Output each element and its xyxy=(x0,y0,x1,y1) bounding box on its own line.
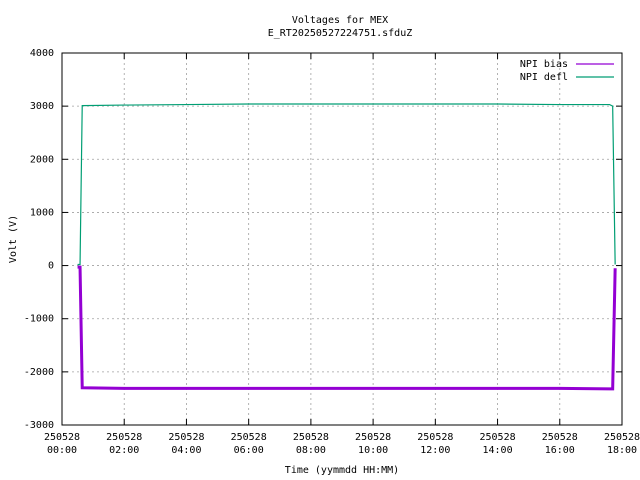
x-axis-label: Time (yymmdd HH:MM) xyxy=(285,465,399,476)
y-tick-label: 1000 xyxy=(30,207,54,218)
x-tick-label-line: 250528 xyxy=(542,432,578,443)
x-tick-label-line: 08:00 xyxy=(296,445,326,456)
x-tick-label-line: 16:00 xyxy=(545,445,575,456)
x-tick-label: 250528 18:00 xyxy=(604,432,640,456)
x-tick-label-line: 250528 xyxy=(44,432,80,443)
y-tick-label: 2000 xyxy=(30,154,54,165)
x-tick-label: 250528 10:00 xyxy=(355,432,391,456)
x-tick-label: 250528 16:00 xyxy=(542,432,578,456)
x-tick-label-line: 10:00 xyxy=(358,445,388,456)
x-tick-label: 250528 04:00 xyxy=(168,432,204,456)
legend-label: NPI bias xyxy=(520,59,568,70)
x-tick-label-line: 250528 xyxy=(479,432,515,443)
x-tick-label-line: 250528 xyxy=(417,432,453,443)
y-tick-label: 4000 xyxy=(30,48,54,59)
y-tick-label: -2000 xyxy=(24,367,54,378)
x-tick-label-line: 18:00 xyxy=(607,445,637,456)
x-tick-label: 250528 00:00 xyxy=(44,432,80,456)
x-tick-label-line: 250528 xyxy=(168,432,204,443)
y-tick-label: 0 xyxy=(48,261,54,272)
x-tick-label: 250528 12:00 xyxy=(417,432,453,456)
series-line xyxy=(77,265,617,391)
x-tick-label-line: 250528 xyxy=(604,432,640,443)
x-tick-label-line: 250528 xyxy=(231,432,267,443)
plot-frame xyxy=(61,52,623,426)
y-tick-label: -3000 xyxy=(24,420,54,431)
x-tick-label-line: 00:00 xyxy=(47,445,77,456)
x-tick-label-line: 06:00 xyxy=(234,445,264,456)
series-line xyxy=(77,103,616,266)
x-tick-label-line: 250528 xyxy=(293,432,329,443)
y-tick-label: -1000 xyxy=(24,314,54,325)
x-tick-label: 250528 02:00 xyxy=(106,432,142,456)
y-axis-label: Volt (V) xyxy=(8,215,19,263)
legend-label: NPI defl xyxy=(520,72,568,83)
x-tick-label-line: 12:00 xyxy=(420,445,450,456)
x-tick-label: 250528 06:00 xyxy=(231,432,267,456)
x-tick-label-line: 250528 xyxy=(106,432,142,443)
chart-subtitle: E_RT20250527224751.sfduZ xyxy=(268,28,413,39)
chart-title: Voltages for MEX xyxy=(292,15,388,26)
x-tick-label: 250528 14:00 xyxy=(479,432,515,456)
y-tick-label: 3000 xyxy=(30,101,54,112)
x-tick-label-line: 14:00 xyxy=(483,445,513,456)
x-tick-label-line: 04:00 xyxy=(171,445,201,456)
x-tick-label-line: 02:00 xyxy=(109,445,139,456)
x-tick-label-line: 250528 xyxy=(355,432,391,443)
x-tick-label: 250528 08:00 xyxy=(293,432,329,456)
